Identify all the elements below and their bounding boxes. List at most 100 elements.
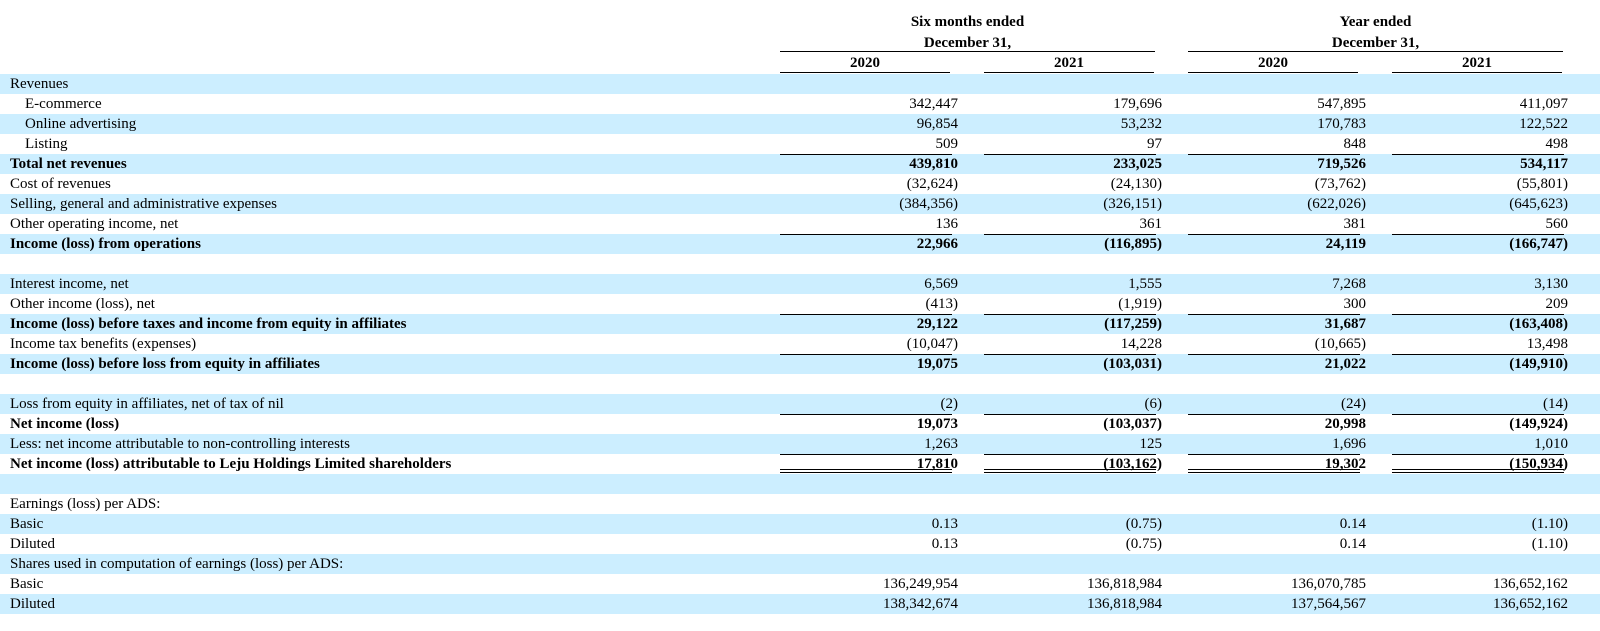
subtotal-rule	[1392, 354, 1564, 355]
cell-value: 233,025	[1113, 156, 1162, 172]
total-double-rule	[1392, 469, 1564, 473]
cell-value: (14)	[1543, 396, 1568, 412]
total-double-rule	[780, 469, 952, 473]
subtotal-rule	[780, 154, 952, 155]
cell-value: 170,783	[1317, 116, 1366, 132]
year-header: 2021	[1462, 55, 1492, 71]
cell-value: (116,895)	[1104, 236, 1162, 252]
cell-value: 136,818,984	[1087, 596, 1162, 612]
table-row: Income tax benefits (expenses) (10,047) 14…	[0, 334, 1600, 354]
cell-value: 0.14	[1339, 516, 1366, 532]
table-row: Diluted 138,342,674 136,818,984 137,564,567…	[0, 594, 1600, 614]
row-label: Income (loss) before taxes and income fr…	[10, 316, 407, 332]
period-header-year: Year ended December 31,	[1188, 12, 1563, 54]
table-row: Diluted 0.13 (0.75) 0.14 (1.10)	[0, 534, 1600, 554]
table-row: Less: net income attributable to non-con…	[0, 434, 1600, 454]
spacer-row	[0, 374, 1600, 394]
table-row: Total net revenues 439,810 233,025 719,526 5…	[0, 154, 1600, 174]
subtotal-rule	[984, 234, 1156, 235]
period-header-line1: Six months ended	[910, 14, 1025, 30]
period-underline	[1188, 51, 1563, 52]
subtotal-rule	[1188, 414, 1360, 415]
cell-value: (149,924)	[1509, 416, 1568, 432]
subtotal-rule	[1188, 314, 1360, 315]
table-row: Revenues	[0, 74, 1600, 94]
table-row: Basic 136,249,954 136,818,984 136,070,785 13…	[0, 574, 1600, 594]
cell-value: (10,047)	[906, 336, 958, 352]
cell-value: (1.10)	[1531, 536, 1568, 552]
cell-value: 300	[1343, 296, 1367, 312]
subtotal-rule	[1392, 454, 1564, 455]
cell-value: (149,910)	[1509, 356, 1568, 372]
subtotal-rule	[984, 354, 1156, 355]
cell-value: 411,097	[1519, 96, 1568, 112]
cell-value: (6)	[1144, 396, 1163, 412]
row-label: Diluted	[10, 596, 55, 612]
row-label: Other income (loss), net	[10, 296, 155, 312]
table-row: Basic 0.13 (0.75) 0.14 (1.10)	[0, 514, 1600, 534]
table-row: Net income (loss) 19,073 (103,037) 20,998 (1…	[0, 414, 1600, 434]
cell-value: 560	[1545, 216, 1569, 232]
table-row: Online advertising 96,854 53,232 170,783 122…	[0, 114, 1600, 134]
subtotal-rule	[984, 314, 1156, 315]
income-statement-table: Revenues E-commerce 342,447 179,696 547,895 4…	[0, 74, 1600, 614]
table-row: Selling, general and administrative expe…	[0, 194, 1600, 214]
cell-value: (103,031)	[1103, 356, 1162, 372]
row-label: E-commerce	[25, 96, 102, 112]
row-label: Income (loss) from operations	[10, 236, 201, 252]
table-row: Net income (loss) attributable to Leju H…	[0, 454, 1600, 474]
cell-value: (117,259)	[1104, 316, 1162, 332]
row-label: Revenues	[10, 76, 69, 92]
cell-value: (103,037)	[1103, 416, 1162, 432]
cell-value: 439,810	[909, 156, 958, 172]
row-label: Basic	[10, 576, 44, 592]
subtotal-rule	[1188, 234, 1360, 235]
row-label: Total net revenues	[10, 156, 127, 172]
cell-value: 53,232	[1120, 116, 1162, 132]
cell-value: 136	[935, 216, 959, 232]
subtotal-rule	[1188, 154, 1360, 155]
row-label: Income (loss) before loss from equity in…	[10, 356, 320, 372]
cell-value: 361	[1139, 216, 1163, 232]
cell-value: (32,624)	[906, 176, 958, 192]
cell-value: 125	[1139, 436, 1163, 452]
period-header-line2: December 31,	[1331, 35, 1420, 51]
cell-value: 136,249,954	[883, 576, 958, 592]
cell-value: (24,130)	[1110, 176, 1162, 192]
table-row: Loss from equity in affiliates, net of t…	[0, 394, 1600, 414]
subtotal-rule	[984, 414, 1156, 415]
cell-value: 342,447	[909, 96, 958, 112]
row-label: Shares used in computation of earnings (…	[10, 556, 344, 572]
subtotal-rule	[780, 414, 952, 415]
cell-value: 137,564,567	[1291, 596, 1366, 612]
subtotal-rule	[1392, 234, 1564, 235]
cell-value: 0.13	[931, 516, 958, 532]
table-row: Shares used in computation of earnings (…	[0, 554, 1600, 574]
table-row: Income (loss) from operations 22,966 (116,…	[0, 234, 1600, 254]
cell-value: 534,117	[1520, 156, 1568, 172]
row-label: Diluted	[10, 536, 55, 552]
cell-value: (326,151)	[1103, 196, 1162, 212]
table-row: Income (loss) before taxes and income fr…	[0, 314, 1600, 334]
year-underline	[780, 72, 950, 73]
cell-value: 6,569	[924, 276, 958, 292]
cell-value: 19,075	[916, 356, 958, 372]
row-label: Loss from equity in affiliates, net of t…	[10, 396, 284, 412]
cell-value: 498	[1545, 136, 1569, 152]
cell-value: 20,998	[1324, 416, 1366, 432]
subtotal-rule	[780, 354, 952, 355]
cell-value: (55,801)	[1516, 176, 1568, 192]
cell-value: (645,623)	[1509, 196, 1568, 212]
row-label: Cost of revenues	[10, 176, 111, 192]
table-row: Cost of revenues (32,624) (24,130) (73,762)…	[0, 174, 1600, 194]
subtotal-rule	[1392, 414, 1564, 415]
cell-value: (10,665)	[1314, 336, 1366, 352]
cell-value: 136,818,984	[1087, 576, 1162, 592]
cell-value: 97	[1147, 136, 1162, 152]
table-row: Other operating income, net 136 361 381 560	[0, 214, 1600, 234]
cell-value: 17,810	[916, 456, 958, 472]
cell-value: 22,966	[916, 236, 958, 252]
cell-value: 136,652,162	[1493, 596, 1568, 612]
cell-value: 96,854	[916, 116, 958, 132]
row-label: Net income (loss)	[10, 416, 120, 432]
